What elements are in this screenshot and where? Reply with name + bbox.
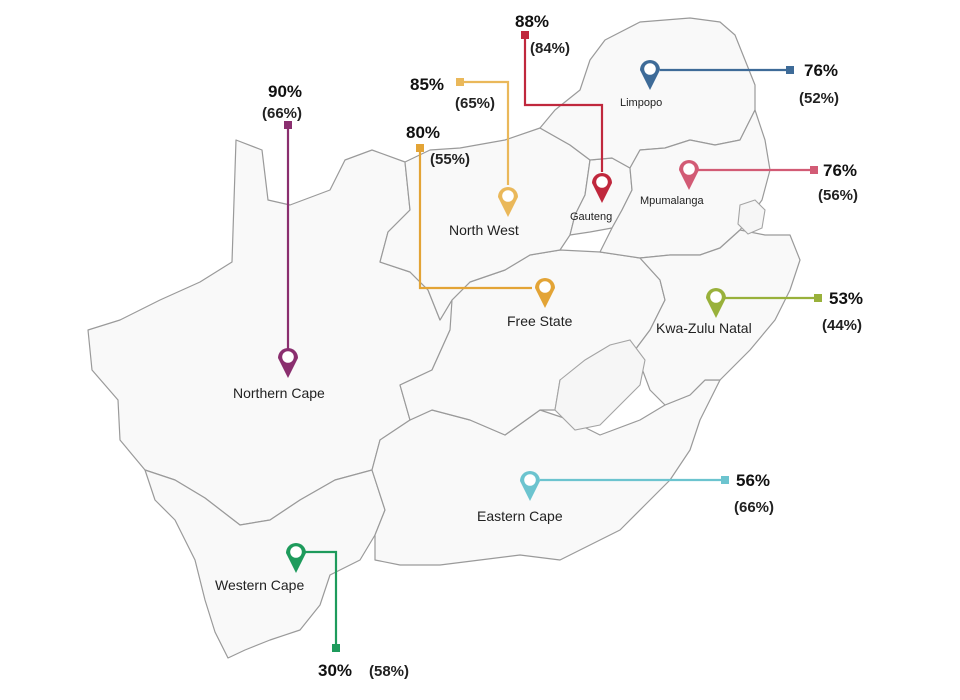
value-mpumalanga: 76% bbox=[823, 161, 857, 180]
province-labels: Northern Cape North West Free State Gaut… bbox=[215, 97, 752, 593]
region-lesotho bbox=[554, 339, 646, 431]
sub-mpumalanga: (56%) bbox=[818, 187, 858, 204]
percentage-callouts: 90% (66%) 85% (65%) 80% (55%) 88% (84%) … bbox=[262, 12, 863, 680]
map-pin-icon[interactable]: 6 bbox=[679, 160, 699, 190]
sub-kwazulu-natal: (44%) bbox=[822, 317, 862, 334]
map-pin-icon[interactable]: 4 bbox=[706, 288, 726, 318]
square-marker-icon bbox=[721, 476, 729, 484]
sub-north-west: (65%) bbox=[455, 95, 495, 112]
map-pin-icon[interactable]: 1 bbox=[520, 471, 540, 501]
province-outlines bbox=[87, 17, 801, 659]
value-gauteng: 88% bbox=[515, 12, 549, 31]
label-eastern-cape: Eastern Cape bbox=[477, 508, 563, 524]
sub-gauteng: (84%) bbox=[530, 40, 570, 57]
leader-free-state bbox=[418, 148, 532, 290]
region-kwazulu-natal bbox=[634, 229, 801, 406]
map-pin-icon[interactable]: 3 bbox=[592, 173, 612, 203]
map-pin-icon[interactable]: 8 bbox=[498, 187, 518, 217]
map-pin-icon[interactable]: 2 bbox=[535, 278, 555, 308]
label-northern-cape: Northern Cape bbox=[233, 385, 325, 401]
value-western-cape: 30% bbox=[318, 661, 352, 680]
label-free-state: Free State bbox=[507, 313, 573, 329]
sub-northern-cape: (66%) bbox=[262, 105, 302, 122]
square-marker-icon bbox=[332, 644, 340, 652]
label-mpumalanga: Mpumalanga bbox=[640, 195, 704, 207]
sub-free-state: (55%) bbox=[430, 151, 470, 168]
pin-number: 7 bbox=[285, 351, 291, 363]
square-marker-icon bbox=[521, 31, 529, 39]
pin-number: 4 bbox=[713, 291, 720, 303]
label-kwazulu-natal: Kwa-Zulu Natal bbox=[656, 320, 752, 336]
value-kwazulu-natal: 53% bbox=[829, 289, 863, 308]
label-north-west: North West bbox=[449, 222, 519, 238]
pin-number: 2 bbox=[542, 281, 548, 293]
map-pin-icon[interactable]: 7 bbox=[278, 348, 298, 378]
value-north-west: 85% bbox=[410, 75, 444, 94]
value-free-state: 80% bbox=[406, 123, 440, 142]
region-limpopo bbox=[539, 17, 756, 169]
label-gauteng: Gauteng bbox=[570, 211, 612, 223]
pin-number: 1 bbox=[527, 474, 533, 486]
pin-number: 9 bbox=[293, 546, 299, 558]
label-western-cape: Western Cape bbox=[215, 577, 304, 593]
label-limpopo: Limpopo bbox=[620, 97, 662, 109]
sub-western-cape: (58%) bbox=[369, 663, 409, 680]
square-marker-icon bbox=[814, 294, 822, 302]
sub-eastern-cape: (66%) bbox=[734, 499, 774, 516]
map-pin-icon[interactable]: 5 bbox=[640, 60, 660, 90]
value-northern-cape: 90% bbox=[268, 82, 302, 101]
pin-number: 6 bbox=[686, 163, 692, 175]
leader-gauteng bbox=[523, 35, 604, 172]
square-marker-icon bbox=[786, 66, 794, 74]
map-pin-icon[interactable]: 9 bbox=[286, 543, 306, 573]
square-marker-icon bbox=[416, 144, 424, 152]
leader-lines bbox=[284, 31, 822, 652]
region-eswatini bbox=[737, 199, 766, 235]
value-limpopo: 76% bbox=[804, 61, 838, 80]
map-pins: 7 8 2 3 5 6 4 bbox=[278, 60, 726, 573]
pin-number: 3 bbox=[599, 176, 605, 188]
square-marker-icon bbox=[284, 121, 292, 129]
leader-western-cape bbox=[305, 550, 338, 648]
square-marker-icon bbox=[810, 166, 818, 174]
region-western-cape bbox=[144, 469, 386, 659]
sub-limpopo: (52%) bbox=[799, 90, 839, 107]
region-north-west bbox=[379, 127, 591, 321]
pin-number: 8 bbox=[505, 190, 511, 202]
leader-north-west bbox=[460, 80, 510, 185]
value-eastern-cape: 56% bbox=[736, 471, 770, 490]
pin-number: 5 bbox=[647, 63, 653, 75]
square-marker-icon bbox=[456, 78, 464, 86]
